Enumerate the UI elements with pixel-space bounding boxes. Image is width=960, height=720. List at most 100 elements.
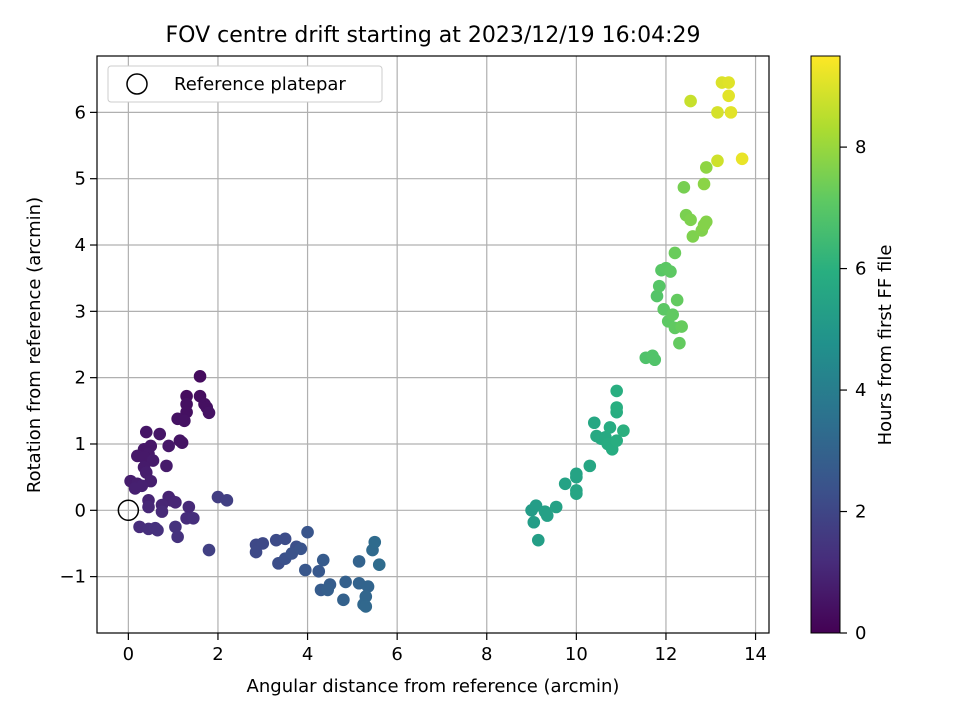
data-point <box>711 106 724 119</box>
data-point <box>160 459 173 473</box>
x-tick-label: 10 <box>565 644 588 665</box>
data-point <box>372 558 386 571</box>
legend-entry-reference: Reference platepar <box>174 74 346 95</box>
data-point <box>650 289 664 303</box>
data-point <box>684 94 697 108</box>
y-axis-label: Rotation from reference (arcmin) <box>24 197 45 493</box>
y-tick-label: 4 <box>75 235 86 256</box>
data-point <box>686 230 700 243</box>
data-point <box>301 525 314 539</box>
data-point <box>529 499 543 512</box>
data-point <box>169 520 182 534</box>
data-point <box>648 353 662 367</box>
data-point <box>339 575 352 589</box>
data-point <box>153 427 167 441</box>
data-point <box>735 152 749 166</box>
data-point <box>724 106 738 119</box>
data-point <box>278 532 292 546</box>
data-point <box>673 336 686 350</box>
y-tick-label: 5 <box>75 169 86 190</box>
data-point <box>294 542 308 556</box>
data-point <box>527 515 541 529</box>
chart-title: FOV centre drift starting at 2023/12/19 … <box>166 23 701 48</box>
colorbar-label: Hours from first FF file <box>875 245 896 446</box>
data-point <box>256 537 270 550</box>
data-point <box>666 308 679 321</box>
colorbar-tick-label: 6 <box>855 259 866 280</box>
data-point <box>321 583 335 597</box>
data-point <box>652 279 666 293</box>
y-tick-label: 1 <box>75 434 86 455</box>
data-point <box>610 401 623 414</box>
data-point <box>337 593 350 607</box>
data-points <box>117 76 749 613</box>
data-point <box>540 509 554 522</box>
data-point <box>677 181 691 194</box>
data-point <box>316 553 330 567</box>
data-point <box>162 439 175 453</box>
data-point <box>312 565 326 578</box>
x-tick-label: 6 <box>391 644 402 665</box>
data-point <box>610 434 623 447</box>
data-point <box>587 416 601 430</box>
y-tick-label: −1 <box>59 567 86 588</box>
y-tick-label: 3 <box>75 301 86 322</box>
data-point <box>610 384 623 398</box>
x-tick-label: 2 <box>212 644 223 665</box>
colorbar-tick-label: 8 <box>855 137 866 158</box>
data-point <box>670 293 684 307</box>
grid <box>97 56 769 633</box>
data-point <box>722 89 735 103</box>
data-point <box>558 477 572 491</box>
data-point <box>603 421 617 434</box>
data-point <box>699 161 713 174</box>
x-tick-label: 0 <box>123 644 134 665</box>
data-point <box>202 543 216 557</box>
data-point <box>697 177 711 191</box>
data-point <box>193 370 207 383</box>
data-point <box>722 76 735 89</box>
data-point <box>570 487 583 501</box>
data-point <box>675 320 688 333</box>
colorbar-tick-label: 0 <box>855 623 866 644</box>
data-point <box>711 154 724 168</box>
data-point <box>352 555 366 568</box>
data-point <box>182 500 196 514</box>
data-point <box>531 533 545 547</box>
data-point <box>220 494 234 507</box>
y-tick-label: 2 <box>75 368 86 389</box>
y-tick-label: 0 <box>75 500 86 521</box>
data-point <box>668 246 682 260</box>
data-point <box>684 213 697 227</box>
x-tick-label: 4 <box>302 644 313 665</box>
legend-box <box>107 65 383 103</box>
data-point <box>249 545 263 559</box>
data-point <box>699 215 713 229</box>
data-point <box>299 563 312 577</box>
reference-platepar-marker <box>117 499 140 522</box>
colorbar-ticks: 0 2 4 6 8 <box>840 137 866 644</box>
data-point <box>175 436 189 449</box>
data-point <box>570 467 583 481</box>
legend-reference-marker <box>126 73 148 95</box>
data-point <box>155 505 169 518</box>
x-tick-label: 14 <box>744 644 767 665</box>
data-point <box>583 459 597 473</box>
colorbar <box>810 55 841 634</box>
data-point <box>142 500 155 514</box>
data-point <box>368 535 382 549</box>
data-point <box>617 424 630 438</box>
data-point <box>128 482 142 495</box>
data-point <box>169 496 182 509</box>
data-point <box>664 265 677 278</box>
plot-frame <box>96 55 770 634</box>
y-tick-label: 6 <box>75 102 86 123</box>
colorbar-tick-label: 4 <box>855 380 866 401</box>
legend: Reference platepar <box>107 65 383 103</box>
data-point <box>171 530 184 544</box>
data-point <box>139 425 153 439</box>
data-point <box>151 523 164 537</box>
x-axis-label: Angular distance from reference (arcmin) <box>247 676 620 697</box>
